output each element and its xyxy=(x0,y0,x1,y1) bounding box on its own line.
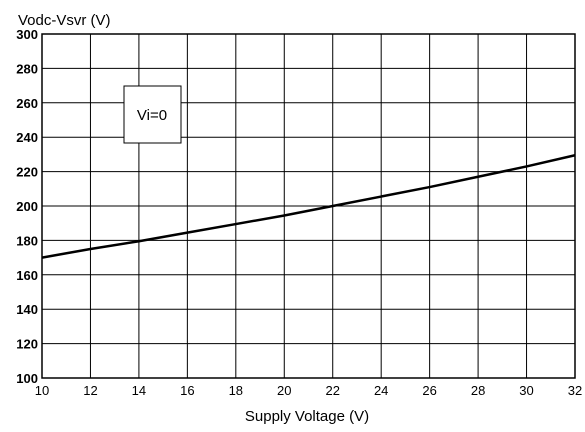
y-tick-label: 160 xyxy=(16,268,38,283)
x-tick-labels: 10 12 14 16 18 20 22 24 26 28 30 32 xyxy=(35,383,582,398)
annotation-box: Vi=0 xyxy=(123,85,182,144)
y-tick-label: 220 xyxy=(16,165,38,180)
y-tick-label: 240 xyxy=(16,130,38,145)
x-axis-label: Supply Voltage (V) xyxy=(245,408,369,425)
x-tick-label: 18 xyxy=(229,383,243,398)
x-tick-label: 14 xyxy=(132,383,146,398)
plot-frame xyxy=(41,33,576,379)
series-lines xyxy=(41,154,576,259)
y-tick-label: 280 xyxy=(16,61,38,76)
y-tick-labels: 100 120 140 160 180 200 220 240 260 280 300 xyxy=(16,27,38,386)
x-tick-label: 24 xyxy=(374,383,388,398)
x-tick-label: 10 xyxy=(35,383,49,398)
y-tick-label: 120 xyxy=(16,337,38,352)
x-tick-label: 28 xyxy=(471,383,485,398)
x-tick-label: 20 xyxy=(277,383,291,398)
x-tick-label: 30 xyxy=(519,383,533,398)
x-tick-label: 32 xyxy=(568,383,582,398)
y-tick-label: 200 xyxy=(16,199,38,214)
annotation-frame xyxy=(123,85,182,144)
series-line xyxy=(41,154,576,259)
annotation-label: Vi=0 xyxy=(137,107,167,124)
x-tick-label: 22 xyxy=(325,383,339,398)
y-tick-label: 260 xyxy=(16,96,38,111)
x-tick-label: 26 xyxy=(422,383,436,398)
y-tick-label: 300 xyxy=(16,27,38,42)
y-tick-label: 180 xyxy=(16,233,38,248)
y-tick-label: 100 xyxy=(16,371,38,386)
x-tick-label: 12 xyxy=(83,383,97,398)
y-axis-label: Vodc-Vsvr (V) xyxy=(18,12,111,29)
x-tick-label: 16 xyxy=(180,383,194,398)
y-tick-label: 140 xyxy=(16,302,38,317)
grid xyxy=(41,33,576,379)
